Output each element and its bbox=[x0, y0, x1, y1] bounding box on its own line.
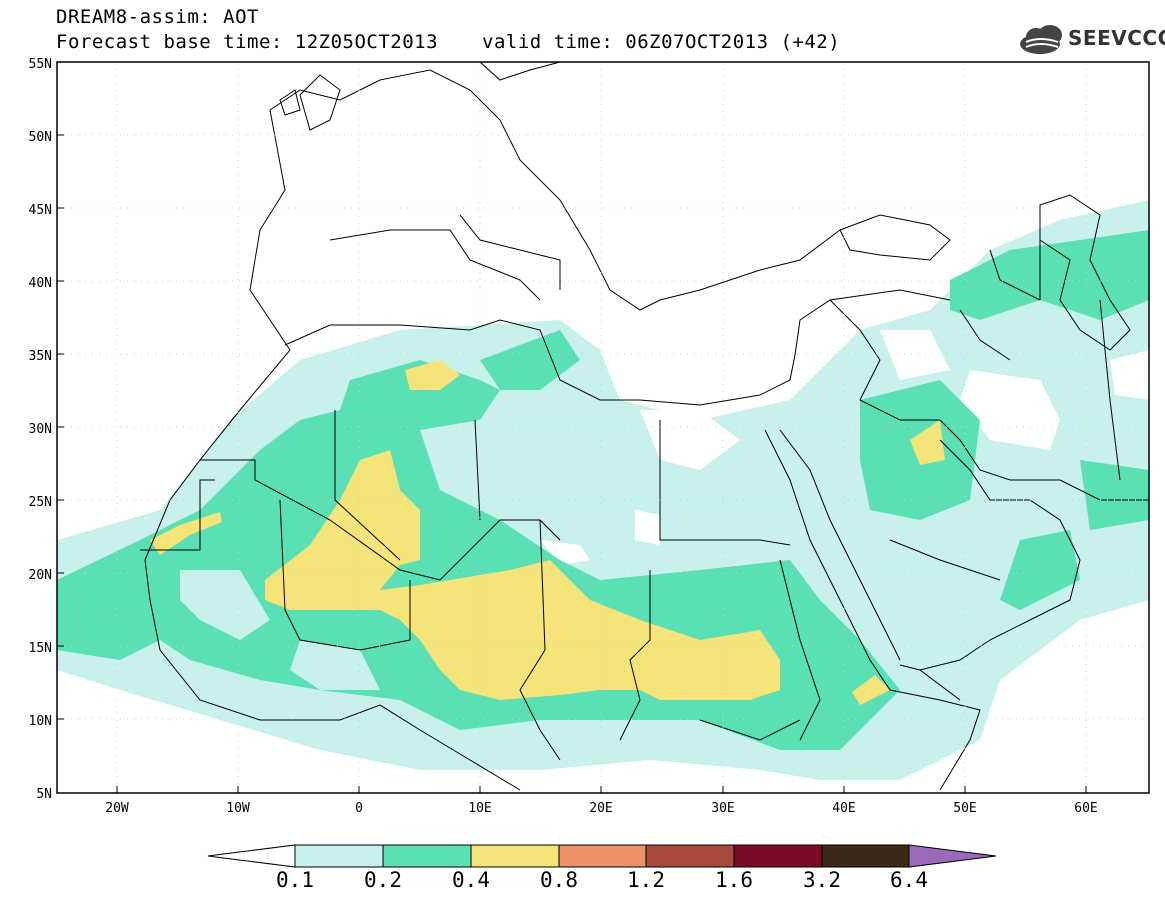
aot-clear-areas bbox=[540, 330, 1149, 565]
lat-label: 45N bbox=[29, 203, 52, 218]
lat-label: 50N bbox=[29, 130, 52, 145]
aot-band-0.4-0.8 bbox=[150, 360, 945, 705]
colorbar-label: 1.2 bbox=[627, 868, 665, 892]
grid-lines bbox=[57, 62, 1149, 793]
aot-field bbox=[57, 200, 1149, 780]
colorbar-segment bbox=[733, 844, 823, 868]
map-title: DREAM8-assim: AOT bbox=[56, 6, 259, 28]
lon-label: 20E bbox=[589, 801, 612, 816]
lat-label: 40N bbox=[29, 276, 52, 291]
longitude-labels: 20W 10W 0 10E 20E 30E 40E 50E 60E bbox=[105, 801, 1097, 816]
lon-label: 20W bbox=[105, 801, 129, 816]
lat-label: 10N bbox=[29, 714, 52, 729]
cloud-icon bbox=[1020, 25, 1062, 54]
aot-band-0.1-0.2-inner bbox=[180, 570, 380, 690]
lat-label: 35N bbox=[29, 349, 52, 364]
latitude-labels: 55N 50N 45N 40N 35N 30N 25N 20N 15N 10N … bbox=[29, 57, 52, 802]
colorbar-label: 0.8 bbox=[540, 868, 578, 892]
colorbar-label: 1.6 bbox=[715, 868, 753, 892]
lon-label: 40E bbox=[832, 801, 855, 816]
lat-label: 25N bbox=[29, 495, 52, 510]
colorbar-segment bbox=[821, 844, 910, 868]
lat-label: 15N bbox=[29, 641, 52, 656]
colorbar-label: 0.4 bbox=[452, 868, 490, 892]
colorbar-segment bbox=[558, 844, 647, 868]
colorbar-label: 6.4 bbox=[890, 868, 928, 892]
logo-text: SEEVCCC bbox=[1068, 26, 1165, 50]
colorbar-label: 3.2 bbox=[803, 868, 841, 892]
colorbar-segment bbox=[645, 844, 735, 868]
valid-time: valid time: 06Z07OCT2013 (+42) bbox=[482, 31, 841, 53]
lon-label: 30E bbox=[711, 801, 734, 816]
lon-label: 50E bbox=[953, 801, 976, 816]
colorbar bbox=[207, 844, 997, 868]
colorbar-label: 0.2 bbox=[364, 868, 402, 892]
lon-label: 60E bbox=[1074, 801, 1097, 816]
colorbar-over-triangle bbox=[908, 844, 997, 868]
colorbar-segment bbox=[294, 844, 384, 868]
coastlines bbox=[140, 62, 1149, 791]
lat-label: 20N bbox=[29, 568, 52, 583]
axis-ticks bbox=[57, 61, 1087, 794]
colorbar-segment bbox=[382, 844, 472, 868]
colorbar-label: 0.1 bbox=[276, 868, 314, 892]
lon-label: 10W bbox=[226, 801, 250, 816]
lat-label: 5N bbox=[36, 787, 52, 802]
lon-label: 10E bbox=[468, 801, 491, 816]
lat-label: 30N bbox=[29, 422, 52, 437]
lat-label: 55N bbox=[29, 57, 52, 72]
colorbar-under-triangle bbox=[207, 844, 296, 868]
lon-label: 0 bbox=[355, 801, 363, 816]
colorbar-segment bbox=[470, 844, 560, 868]
forecast-base-time: Forecast base time: 12Z05OCT2013 bbox=[56, 31, 439, 53]
